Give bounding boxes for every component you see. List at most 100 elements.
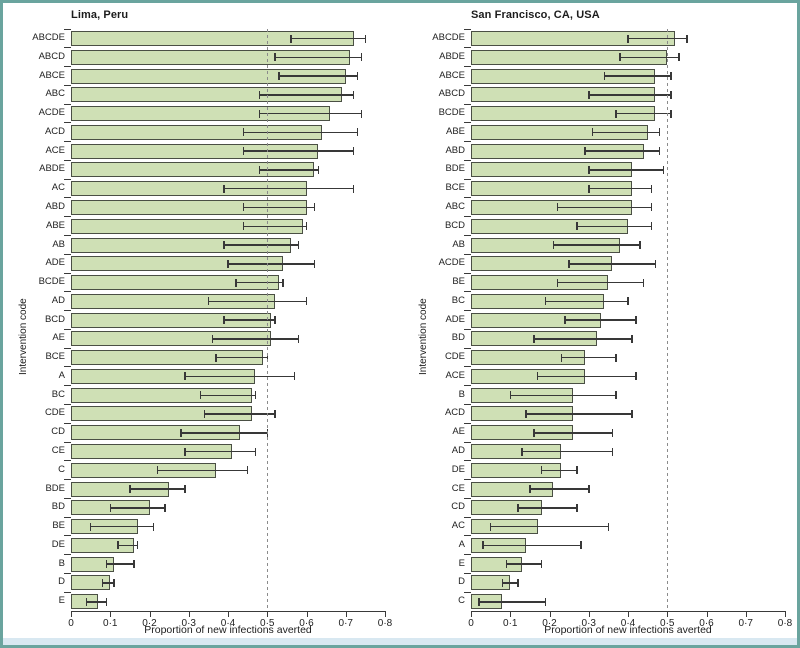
error-bar-cap [297,334,300,343]
category-label: CDE [444,351,465,363]
error-bar-cap [235,278,237,287]
x-axis-tick [510,612,512,617]
y-axis-tick [464,460,471,462]
error-bar-cap [642,278,645,287]
x-axis-tick [345,612,347,617]
bar-row: ABCE [439,67,785,86]
error-bar-cap [540,466,543,475]
y-axis-tick [64,141,71,143]
error-bar-cap [631,409,633,418]
bar-row: ADE [45,254,385,273]
error-bar [259,94,354,96]
chart-title: Lima, Peru [71,9,129,21]
bar-row: BC [452,292,785,311]
y-axis-tick [464,366,471,368]
bar-row: BD [52,498,385,517]
bar-row: C [58,461,385,480]
chart-title: San Francisco, CA, USA [471,9,600,21]
error-bar-cap [313,259,316,268]
y-axis-tick [64,103,71,105]
bar-row: ABCE [39,67,385,86]
error-bar [200,394,256,396]
error-bar-cap [360,109,363,118]
error-bar-cap [584,147,586,156]
error-bar [243,206,315,209]
error-bar-cap [109,503,111,512]
category-label: B [58,557,65,569]
error-bar [522,450,613,453]
error-bar [565,319,636,321]
y-axis-tick [64,178,71,180]
error-bar [506,563,542,565]
error-bar-cap [258,109,261,118]
error-bar-cap [282,278,284,287]
error-bar-cap [635,316,637,325]
category-label: AE [452,426,465,438]
error-bar-cap [478,597,480,606]
error-bar-cap [619,53,621,62]
error-bar [228,263,315,265]
category-label: ABCE [439,69,465,81]
category-label: ABCDE [32,32,65,43]
error-bar [184,375,295,378]
category-label: ACD [44,125,65,137]
error-bar [259,112,362,115]
x-axis-tick [628,612,629,617]
error-bar-cap [364,34,367,43]
error-bar-cap [650,203,653,212]
x-axis-tick [188,612,190,617]
error-bar-cap [588,90,590,99]
error-bar [290,37,366,40]
x-tick-label: 0·6 [299,618,314,629]
x-tick-label: 0·3 [181,618,196,629]
plot-area: ABCDE ABDE ABCE ABCD BCDE ABE ABD BDE BCE ABC BCD A… [432,28,792,629]
bar-row: ABE [446,123,785,142]
bar-row: BCE [45,348,385,367]
y-axis-tick [64,310,71,312]
error-bar-cap [580,541,582,550]
error-bar-cap [650,222,653,231]
category-label: CE [51,445,65,457]
bar-row: AE [52,329,385,348]
error-bar [569,263,656,265]
x-axis-tick [588,612,590,617]
x-tick-label: 0·8 [377,618,393,629]
y-axis-tick [64,253,71,255]
y-axis-tick [464,197,471,199]
bar-row: BDE [45,480,385,499]
error-bar-cap [305,297,308,306]
error-bar-cap [203,409,206,418]
y-axis-tick [464,235,471,237]
error-bar-cap [576,222,578,231]
x-tick-label: 0·2 [142,618,157,629]
y-axis-tick [464,328,471,330]
x-axis-tick [785,612,786,617]
y-axis-tick [464,310,471,312]
error-bar-cap [85,597,88,606]
bar-row: A [459,536,785,555]
y-axis-tick [464,122,471,124]
error-bar-cap [678,53,680,62]
category-label: BE [452,276,465,288]
error-bar-cap [274,316,276,325]
bar-row: AB [52,236,385,255]
bar-row: CE [52,442,385,461]
error-bar-cap [184,372,186,381]
category-label: AD [451,445,465,457]
error-bar-cap [576,466,578,475]
error-bar [510,394,617,396]
bar-row: A [59,367,385,386]
y-axis-tick [64,347,71,349]
y-axis-tick [64,422,71,424]
error-bar-cap [525,409,527,418]
error-bar [533,338,632,340]
error-bar-cap [356,72,359,81]
error-bar [224,244,299,246]
x-axis-tick [306,612,308,617]
error-bar-cap [556,278,559,287]
x-axis-line [471,611,786,612]
bar-row: ABCDE [432,29,785,48]
x-axis-tick [110,612,112,617]
y-axis-tick [64,403,71,405]
error-bar-cap [544,297,547,306]
